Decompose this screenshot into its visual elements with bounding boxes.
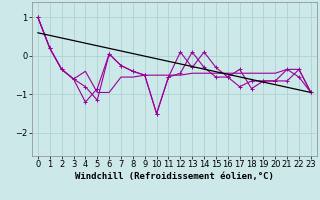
X-axis label: Windchill (Refroidissement éolien,°C): Windchill (Refroidissement éolien,°C) <box>75 172 274 181</box>
